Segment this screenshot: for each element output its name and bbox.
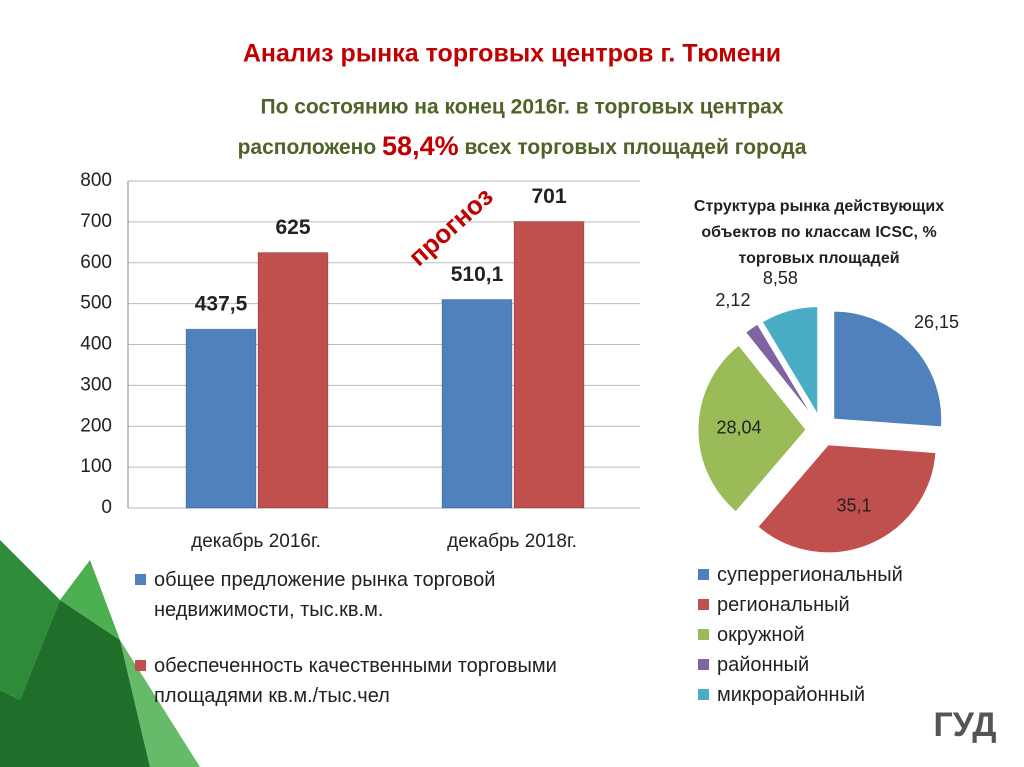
subtitle: По состоянию на конец 2016г. в торговых … (260, 96, 783, 119)
legend-marker (135, 660, 146, 671)
x-tick-label: декабрь 2018г. (447, 531, 577, 552)
decoration (60, 560, 120, 640)
decoration (120, 640, 200, 767)
legend-label: региональный (717, 594, 850, 616)
title: Анализ рынка торговых центров г. Тюмени (243, 40, 781, 68)
legend-label: обеспеченность качественными торговыми п… (154, 655, 557, 707)
pie-slice (744, 323, 814, 418)
legend-item: региональный (698, 590, 998, 620)
y-tick-label: 0 (101, 497, 112, 518)
decoration (0, 600, 150, 767)
decoration (0, 540, 60, 700)
legend-label: районный (717, 654, 810, 676)
data-label: 8,58 (763, 268, 798, 288)
legend-label: общее предложение рынка торговой недвижи… (154, 569, 496, 621)
data-label: 26,15 (914, 312, 959, 332)
annotation: прогноз (402, 181, 498, 272)
legend-marker (698, 659, 709, 670)
data-label: 2,12 (715, 290, 750, 310)
data-label: 35,1 (836, 495, 871, 515)
pie-slice (697, 344, 807, 513)
subtitle: расположено 58,4% всех торговых площадей… (238, 131, 807, 161)
legend: общее предложение рынка торговой недвижи… (135, 565, 575, 737)
legend-item: суперрегиональный (698, 560, 998, 590)
y-tick-label: 700 (80, 211, 112, 232)
x-tick-label: декабрь 2016г. (191, 531, 321, 552)
logo: ГУД (934, 706, 997, 744)
subtitle: всех торговых площадей города (464, 136, 806, 159)
legend-item: обеспеченность качественными торговыми п… (135, 651, 575, 711)
legend: суперрегиональный региональный окружной рай… (698, 560, 998, 710)
y-tick-label: 500 (80, 293, 112, 314)
highlight: 58,4% (382, 131, 459, 161)
y-tick-label: 200 (80, 415, 112, 436)
legend-item: общее предложение рынка торговой недвижи… (135, 565, 575, 625)
bar (185, 328, 257, 509)
legend-marker (698, 629, 709, 640)
y-tick-label: 600 (80, 252, 112, 273)
data-label: 625 (275, 216, 310, 239)
legend-marker (135, 574, 146, 585)
y-tick-label: 100 (80, 456, 112, 477)
data-label: 510,1 (451, 263, 504, 286)
legend-marker (698, 599, 709, 610)
legend-item: окружной (698, 620, 998, 650)
pie-title: Структура рынка действующих объектов по … (693, 198, 945, 267)
pie-slice (761, 306, 819, 417)
legend-marker (698, 569, 709, 580)
legend-item: микрорайонный (698, 680, 998, 710)
legend-label: окружной (717, 624, 805, 646)
bar (441, 298, 513, 509)
legend-marker (698, 689, 709, 700)
subtitle: расположено (238, 136, 377, 159)
bar (257, 252, 329, 509)
legend-label: суперрегиональный (717, 564, 903, 586)
data-label: 437,5 (195, 293, 248, 316)
bar (513, 220, 585, 509)
y-tick-label: 300 (80, 374, 112, 395)
data-label: 701 (531, 185, 566, 208)
data-label: 28,04 (717, 417, 762, 437)
pie-slice (757, 444, 937, 554)
legend-item: районный (698, 650, 998, 680)
pie-slice (833, 310, 943, 428)
y-tick-label: 800 (80, 170, 112, 191)
legend-label: микрорайонный (717, 684, 866, 706)
y-tick-label: 400 (80, 334, 112, 355)
